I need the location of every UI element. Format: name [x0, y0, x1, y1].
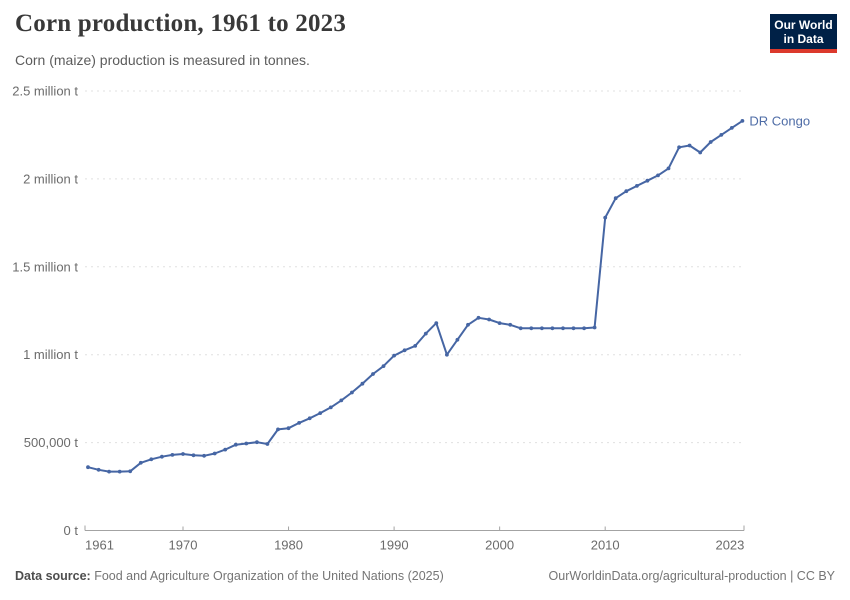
- data-point[interactable]: [698, 150, 703, 155]
- data-point[interactable]: [360, 381, 365, 386]
- data-point[interactable]: [297, 421, 301, 425]
- data-point[interactable]: [233, 442, 238, 447]
- x-axis-tick-label: 2000: [485, 538, 514, 553]
- owid-logo-line1: Our World: [774, 18, 833, 32]
- data-point[interactable]: [476, 315, 481, 320]
- data-point[interactable]: [571, 326, 576, 331]
- data-point[interactable]: [687, 143, 692, 148]
- data-point[interactable]: [402, 348, 407, 353]
- series-line-dr-congo[interactable]: [87, 119, 744, 473]
- data-point[interactable]: [708, 140, 713, 144]
- data-point[interactable]: [508, 322, 513, 327]
- data-source-label: Data source:: [15, 569, 91, 583]
- y-axis-tick-label: 0 t: [64, 523, 79, 538]
- data-point[interactable]: [645, 178, 650, 183]
- data-point[interactable]: [107, 469, 111, 474]
- data-source: Data source: Food and Agriculture Organi…: [15, 569, 444, 583]
- data-point[interactable]: [128, 469, 133, 474]
- data-point[interactable]: [656, 173, 660, 178]
- data-source-text: Food and Agriculture Organization of the…: [94, 569, 444, 583]
- data-point[interactable]: [307, 416, 312, 421]
- data-point[interactable]: [582, 326, 586, 331]
- chart-footer: Data source: Food and Agriculture Organi…: [15, 569, 835, 583]
- data-point[interactable]: [160, 454, 164, 459]
- data-point[interactable]: [497, 321, 502, 325]
- data-point[interactable]: [138, 460, 143, 465]
- data-point[interactable]: [117, 469, 122, 474]
- x-axis-tick-label: 1970: [169, 538, 198, 553]
- x-axis-tick-label: 2023: [715, 538, 744, 553]
- data-point[interactable]: [729, 126, 734, 130]
- data-point[interactable]: [191, 453, 196, 458]
- data-point[interactable]: [381, 364, 386, 368]
- data-point[interactable]: [635, 184, 639, 188]
- owid-logo-line2: in Data: [783, 32, 824, 46]
- data-point[interactable]: [318, 411, 323, 415]
- page-subtitle: Corn (maize) production is measured in t…: [15, 52, 310, 68]
- data-point[interactable]: [286, 426, 291, 431]
- y-axis-tick-label: 1.5 million t: [12, 259, 78, 274]
- data-point[interactable]: [255, 440, 259, 445]
- data-point[interactable]: [719, 133, 724, 137]
- data-point[interactable]: [86, 465, 90, 470]
- data-point[interactable]: [529, 326, 534, 331]
- y-axis-tick-label: 2.5 million t: [12, 84, 78, 99]
- data-point[interactable]: [518, 326, 523, 331]
- credit-link[interactable]: OurWorldinData.org/agricultural-producti…: [548, 569, 835, 583]
- data-point[interactable]: [276, 427, 280, 432]
- data-point[interactable]: [740, 119, 745, 123]
- data-point[interactable]: [561, 326, 565, 331]
- data-point[interactable]: [445, 352, 449, 357]
- x-axis-tick-label: 2010: [591, 538, 620, 553]
- data-point[interactable]: [202, 453, 207, 458]
- data-point[interactable]: [603, 215, 608, 220]
- data-point[interactable]: [339, 398, 344, 403]
- data-point[interactable]: [212, 451, 217, 456]
- data-point[interactable]: [371, 372, 375, 376]
- data-point[interactable]: [244, 441, 249, 446]
- series-label-dr-congo[interactable]: DR Congo: [749, 113, 810, 128]
- data-point[interactable]: [181, 452, 185, 456]
- data-point[interactable]: [423, 331, 428, 336]
- data-point[interactable]: [466, 322, 470, 327]
- page-title: Corn production, 1961 to 2023: [15, 10, 347, 37]
- data-point[interactable]: [170, 453, 175, 457]
- data-point[interactable]: [265, 442, 270, 446]
- data-point[interactable]: [487, 317, 491, 322]
- data-point[interactable]: [455, 337, 460, 342]
- data-point[interactable]: [149, 457, 154, 462]
- data-point[interactable]: [624, 189, 629, 194]
- data-point[interactable]: [413, 344, 418, 348]
- data-point[interactable]: [540, 326, 544, 331]
- data-point[interactable]: [592, 325, 597, 330]
- line-chart: 0 t 500,000 t 1 million t 1.5 million t 2 mi…: [12, 84, 810, 553]
- data-point[interactable]: [550, 326, 555, 331]
- data-point[interactable]: [96, 467, 101, 472]
- data-point[interactable]: [328, 405, 333, 410]
- data-point[interactable]: [392, 353, 396, 358]
- data-point[interactable]: [350, 390, 354, 395]
- data-point[interactable]: [613, 196, 618, 201]
- x-axis-tick-label: 1980: [274, 538, 303, 553]
- y-axis-tick-label: 1 million t: [23, 347, 78, 362]
- data-point[interactable]: [666, 166, 671, 171]
- x-axis-tick-label: 1990: [380, 538, 409, 553]
- data-point[interactable]: [434, 321, 439, 325]
- x-axis-tick-label: 1961: [85, 538, 114, 553]
- owid-logo[interactable]: Our World in Data: [770, 14, 837, 53]
- data-point[interactable]: [223, 447, 228, 452]
- y-axis-tick-label: 2 million t: [23, 171, 78, 186]
- y-axis-tick-label: 500,000 t: [24, 435, 79, 450]
- data-point[interactable]: [677, 145, 681, 150]
